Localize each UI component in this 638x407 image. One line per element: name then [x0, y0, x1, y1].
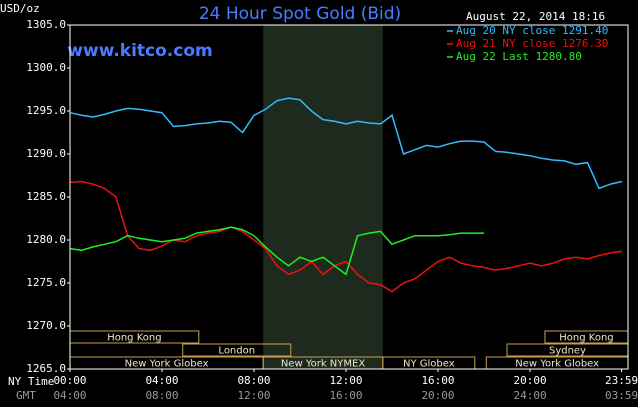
plot-frame [69, 24, 629, 370]
x-tick-label: 00:00 [53, 374, 86, 387]
session-label: Sydney [549, 346, 586, 357]
session-label: New York NYMEX [281, 359, 366, 370]
y-tick-label: 1265.0 [26, 362, 66, 375]
x-tick-label: 04:00 [145, 374, 178, 387]
session-box [182, 343, 292, 357]
series-line [69, 97, 623, 190]
x-tick-label: 08:00 [237, 374, 270, 387]
x2-tick-label: 04:00 [53, 389, 86, 402]
y-tick-label: 1295.0 [26, 104, 66, 117]
session-label: New York Globex [515, 359, 599, 370]
legend-label: Aug 22 Last 1280.80 [456, 50, 582, 63]
session-label: New York Globex [125, 359, 209, 370]
x2-tick-label: 24:00 [513, 389, 546, 402]
y-tick-label: 1285.0 [26, 190, 66, 203]
session-label: NY Globex [403, 359, 455, 370]
x-tick-label: 23:59 [605, 374, 638, 387]
y-tick-label: 1275.0 [26, 276, 66, 289]
session-label: London [218, 346, 255, 357]
y-tick-label: 1305.0 [26, 18, 66, 31]
y-tick-label: 1300.0 [26, 61, 66, 74]
subtitle: www.kitco.com [67, 41, 212, 61]
x2-axis-label: GMT [16, 389, 36, 402]
timestamp: August 22, 2014 18:16 [466, 10, 605, 23]
y-axis-label: USD/oz [0, 2, 40, 15]
legend-label: Aug 20 NY close 1291.40 [456, 24, 608, 37]
session-label: Hong Kong [559, 333, 613, 344]
x-tick-label: 16:00 [421, 374, 454, 387]
x2-tick-label: 03:59 [605, 389, 638, 402]
y-tick-label: 1280.0 [26, 233, 66, 246]
legend-label: Aug 21 NY close 1276.30 [456, 37, 608, 50]
x2-tick-label: 20:00 [421, 389, 454, 402]
x-tick-label: 12:00 [329, 374, 362, 387]
session-label: Hong Kong [107, 333, 161, 344]
chart-title: 24 Hour Spot Gold (Bid) [199, 4, 401, 24]
series-line [69, 180, 623, 293]
series-line [69, 226, 484, 276]
x-axis-label: NY Time [8, 375, 54, 388]
x2-tick-label: 08:00 [145, 389, 178, 402]
x2-tick-label: 12:00 [237, 389, 270, 402]
x2-tick-label: 16:00 [329, 389, 362, 402]
y-tick-label: 1290.0 [26, 147, 66, 160]
y-tick-label: 1270.0 [26, 319, 66, 332]
x-tick-label: 20:00 [513, 374, 546, 387]
shaded-region [263, 25, 383, 369]
